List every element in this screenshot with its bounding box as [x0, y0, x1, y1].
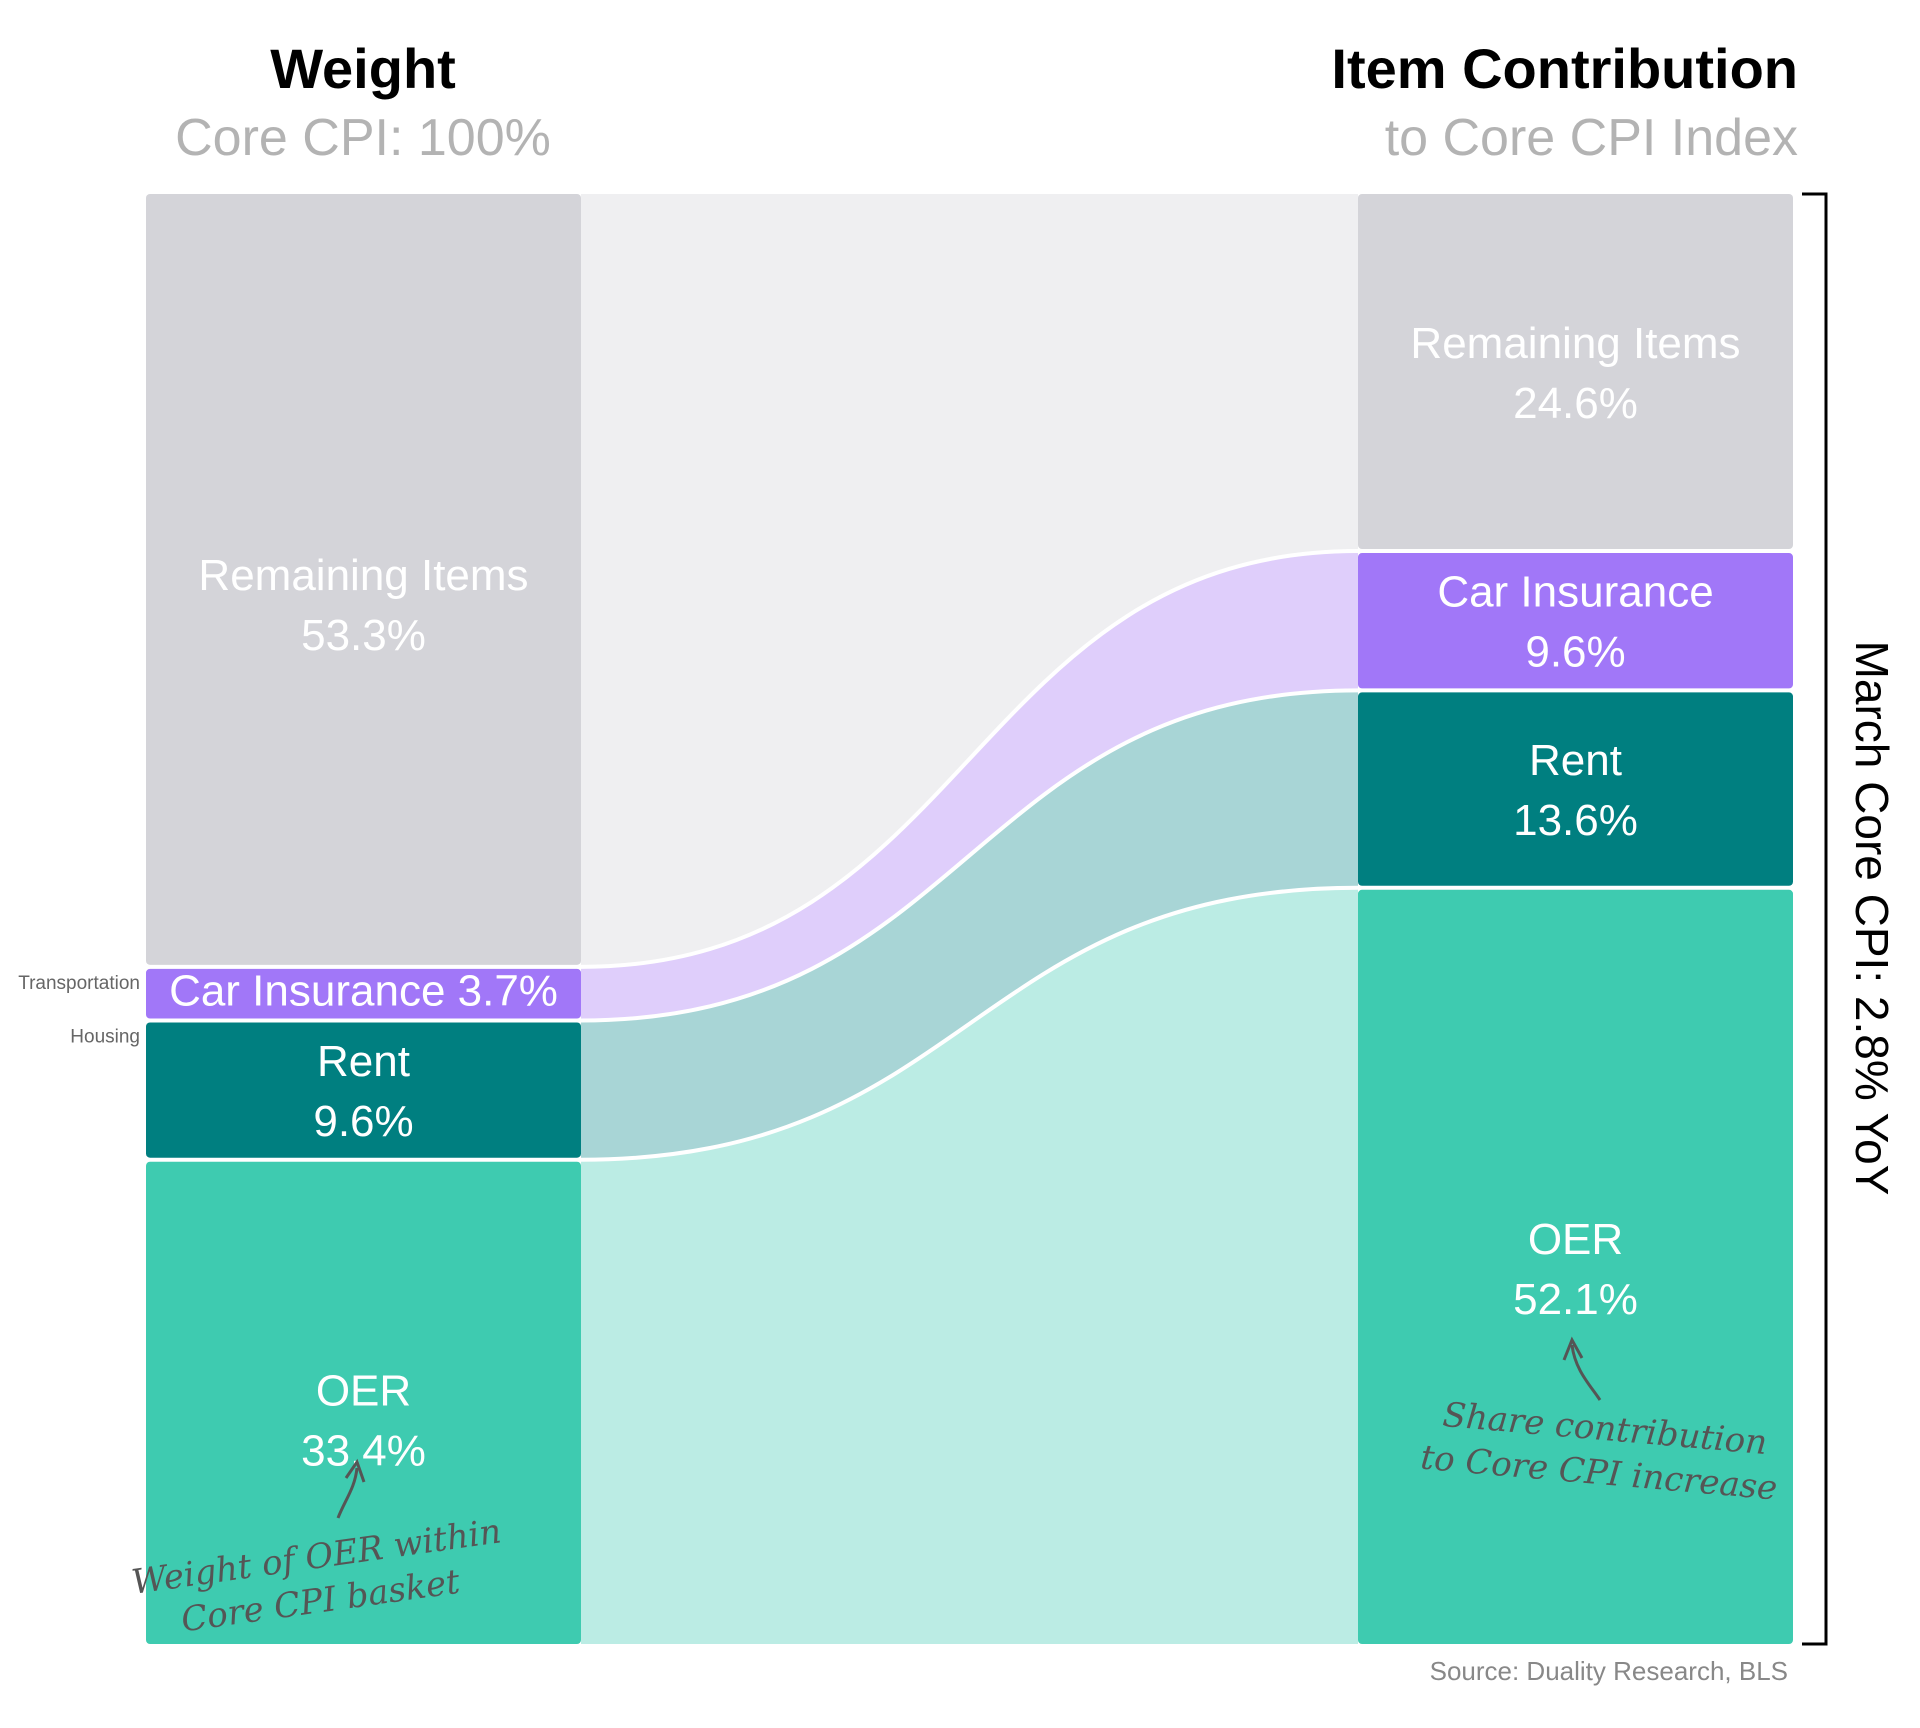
total-bracket: [1802, 192, 1828, 1646]
flow-group: [580, 194, 1359, 1644]
left-group-car: Transportation: [18, 973, 140, 994]
left-label-rent: Rent: [317, 1037, 410, 1086]
left-title: Weight: [270, 37, 456, 100]
left-label-car: Car Insurance 3.7%: [169, 967, 558, 1016]
right-label-car: Car Insurance: [1437, 568, 1713, 617]
right-bar-remaining: [1358, 194, 1793, 550]
flow-divider-rent: [580, 688, 1359, 1023]
right-label-oer: OER: [1528, 1215, 1623, 1264]
left-label-oer: OER: [316, 1367, 411, 1416]
bar-group: [146, 194, 1793, 1644]
left-bar-car: [146, 968, 581, 1019]
flow-divider-car: [580, 549, 1359, 969]
left-value-rent: 9.6%: [313, 1097, 413, 1146]
left-group-rent: Housing: [70, 1027, 140, 1048]
right-bar-rent: [1358, 692, 1793, 886]
flow-oer: [581, 887, 1358, 1644]
right-label-remaining: Remaining Items: [1410, 319, 1740, 368]
left-subtitle: Core CPI: 100%: [175, 109, 551, 167]
source-note: Source: Duality Research, BLS: [1430, 1656, 1788, 1686]
right-value-car: 9.6%: [1525, 628, 1625, 677]
left-note-arrow: [336, 1467, 359, 1519]
left-value-oer: 33.4%: [301, 1427, 426, 1476]
right-bar-oer: [1358, 889, 1793, 1644]
right-label-rent: Rent: [1529, 736, 1622, 785]
flow-divider-oer: [580, 885, 1359, 1162]
left-value-remaining: 53.3%: [301, 611, 426, 660]
right-value-remaining: 24.6%: [1513, 379, 1638, 428]
right-note-arrow: [1570, 1344, 1602, 1401]
left-bar-rent: [146, 1022, 581, 1158]
right-title: Item Contribution: [1331, 37, 1798, 100]
side-label: March Core CPI: 2.8% YoY: [1846, 641, 1898, 1196]
right-note-arrowhead: [1562, 1336, 1584, 1361]
right-value-rent: 13.6%: [1513, 796, 1638, 845]
right-bar-car: [1358, 553, 1793, 689]
label-group: Remaining Items 53.3% Car Insurance 3.7% Tr…: [18, 319, 1740, 1476]
right-subtitle: to Core CPI Index: [1385, 109, 1798, 167]
flow-rent: [581, 690, 1358, 1160]
left-label-remaining: Remaining Items: [198, 551, 528, 600]
left-note-arrowhead: [344, 1458, 366, 1483]
flow-remaining: [581, 194, 1358, 967]
flow-car: [581, 551, 1358, 1021]
left-bar-remaining: [146, 194, 581, 965]
right-value-oer: 52.1%: [1513, 1275, 1638, 1324]
left-bar-oer: [146, 1161, 581, 1644]
